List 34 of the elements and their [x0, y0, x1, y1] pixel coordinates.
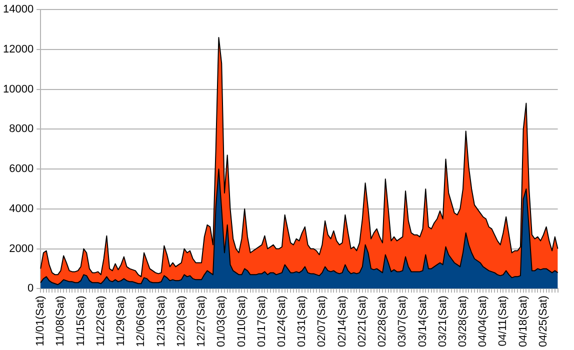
x-tick-label: 04/25(Sat) [537, 296, 550, 348]
x-tick-label: 03/07(Sat) [396, 296, 409, 348]
x-tick-label: 11/01(Sat) [34, 296, 47, 346]
x-tick-label: 12/27(Sat) [196, 296, 208, 348]
x-tick-label: 01/10(Sat) [236, 296, 248, 348]
y-tick-label: 8000 [9, 123, 34, 136]
x-tick-label: 04/04(Sat) [477, 296, 490, 348]
x-tick-label: 11/15(Sat) [74, 296, 87, 346]
x-tick-label: 03/14(Sat) [416, 296, 429, 348]
x-tick-label: 04/18(Sat) [517, 296, 530, 348]
x-tick-label: 12/20(Sat) [175, 296, 188, 348]
x-tick-label: 12/13(Sat) [155, 296, 168, 348]
x-tick-label: 02/28(Sat) [376, 296, 389, 348]
y-tick-label: 0 [27, 282, 34, 295]
x-tick-label: 11/29(Sat) [115, 296, 128, 346]
y-tick-label: 14000 [2, 4, 34, 16]
x-tick-label: 02/14(Sat) [336, 296, 348, 348]
x-tick-label: 01/17(Sat) [256, 296, 268, 348]
x-tick-label: 11/22(Sat) [94, 296, 107, 346]
y-tick-label: 6000 [9, 163, 34, 176]
x-tick-label: 02/07(Sat) [316, 296, 328, 348]
y-tick-label: 4000 [9, 202, 34, 215]
x-tick-label: 03/21(Sat) [436, 296, 449, 348]
x-tick-label: 03/28(Sat) [457, 296, 470, 348]
x-tick-label: 11/08(Sat) [54, 296, 67, 346]
x-tick-label: 12/06(Sat) [135, 296, 148, 348]
x-tick-label: 01/31(Sat) [296, 296, 308, 348]
x-tick-label: 04/11(Sat) [497, 296, 510, 346]
y-tick-label: 2000 [9, 242, 34, 255]
x-tick-label: 02/21(Sat) [356, 296, 368, 348]
x-tick-label: 01/24(Sat) [276, 296, 288, 348]
x-tick-label: 01/03(Sat) [216, 296, 228, 348]
y-tick-label: 10000 [2, 83, 34, 96]
y-tick-label: 12000 [2, 43, 34, 56]
